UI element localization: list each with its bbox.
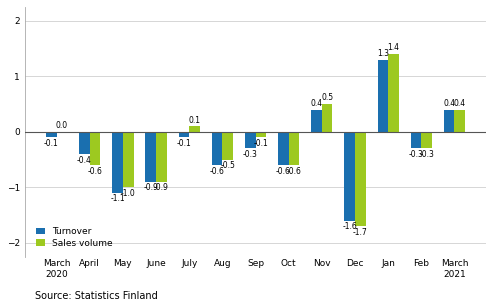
Text: 0.4: 0.4 — [311, 99, 322, 108]
Text: 0.4: 0.4 — [443, 99, 455, 108]
Text: -0.1: -0.1 — [176, 139, 191, 148]
Text: 1.3: 1.3 — [377, 49, 389, 58]
Bar — [289, 132, 299, 165]
Bar — [123, 132, 134, 187]
Bar — [145, 132, 156, 182]
Text: -0.6: -0.6 — [88, 167, 103, 176]
Bar — [222, 132, 233, 160]
Text: -0.1: -0.1 — [253, 139, 268, 148]
Text: 1.4: 1.4 — [387, 43, 399, 53]
Text: -0.4: -0.4 — [77, 156, 92, 165]
Bar — [444, 110, 455, 132]
Bar — [112, 132, 123, 193]
Bar — [455, 110, 465, 132]
Text: -0.6: -0.6 — [210, 167, 224, 176]
Text: 0.4: 0.4 — [454, 99, 466, 108]
Text: -0.3: -0.3 — [243, 150, 258, 159]
Text: 0.0: 0.0 — [56, 121, 68, 130]
Text: -0.9: -0.9 — [143, 183, 158, 192]
Bar — [189, 126, 200, 132]
Bar — [245, 132, 255, 148]
Bar — [411, 132, 422, 148]
Text: -1.0: -1.0 — [121, 189, 136, 198]
Text: Source: Statistics Finland: Source: Statistics Finland — [35, 291, 157, 301]
Text: -0.6: -0.6 — [286, 167, 301, 176]
Text: 0.5: 0.5 — [321, 93, 333, 102]
Bar — [212, 132, 222, 165]
Bar — [355, 132, 366, 226]
Text: -1.7: -1.7 — [353, 228, 368, 237]
Bar — [322, 104, 332, 132]
Bar — [345, 132, 355, 221]
Bar — [278, 132, 289, 165]
Bar — [378, 60, 388, 132]
Bar — [156, 132, 167, 182]
Bar — [255, 132, 266, 137]
Bar — [79, 132, 90, 154]
Text: -0.3: -0.3 — [419, 150, 434, 159]
Text: -0.9: -0.9 — [154, 183, 169, 192]
Text: -1.1: -1.1 — [110, 195, 125, 203]
Legend: Turnover, Sales volume: Turnover, Sales volume — [34, 225, 115, 250]
Text: -0.3: -0.3 — [409, 150, 423, 159]
Text: -1.6: -1.6 — [342, 222, 357, 231]
Bar — [46, 132, 57, 137]
Bar — [90, 132, 101, 165]
Text: -0.1: -0.1 — [44, 139, 59, 148]
Text: -0.6: -0.6 — [276, 167, 291, 176]
Bar — [178, 132, 189, 137]
Bar — [388, 54, 399, 132]
Bar — [311, 110, 322, 132]
Text: 0.1: 0.1 — [188, 116, 201, 125]
Text: -0.5: -0.5 — [220, 161, 235, 170]
Bar — [422, 132, 432, 148]
